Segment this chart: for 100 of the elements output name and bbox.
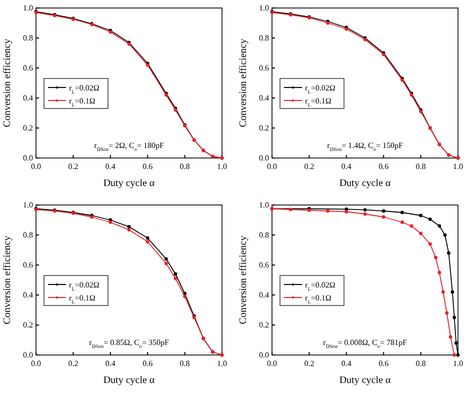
point (108, 220, 112, 224)
y-tick-label: 1.0 (23, 4, 33, 13)
point (434, 256, 438, 260)
x-tick-label: 0.4 (341, 162, 352, 171)
y-tick-label: 0.2 (23, 320, 33, 330)
y-axis-title: Conversion efficiency (238, 38, 249, 128)
point (438, 270, 442, 274)
x-tick-label: 0.0 (267, 162, 277, 171)
legend-label: r$_{L}$=0.1Ω (305, 96, 332, 108)
y-tick-label: 0.2 (23, 124, 33, 133)
legend-label: r$_{L}$=0.02Ω (69, 280, 100, 292)
y-tick-label: 0.6 (259, 260, 269, 270)
y-tick-label: 0.2 (259, 124, 269, 133)
y-axis-title: Conversion efficiency (238, 236, 249, 324)
point (363, 212, 367, 216)
y-tick-label: 0.8 (259, 34, 269, 43)
x-tick-label: 0.2 (304, 359, 314, 368)
y-tick-label: 0.4 (259, 94, 269, 103)
point (127, 225, 131, 228)
annotation: r$_{DSon}$= 2Ω, C$_{o}$= 180pF (94, 141, 164, 153)
x-tick-label: 0.4 (105, 162, 116, 171)
x-axis-title: Duty cycle α (103, 178, 156, 189)
y-tick-label: 0.0 (23, 350, 33, 360)
y-tick-label: 0.4 (23, 94, 33, 103)
point (400, 220, 404, 224)
point (382, 209, 386, 213)
x-tick-label: 0.0 (31, 162, 41, 171)
legend-label: r$_{L}$=0.1Ω (69, 294, 96, 306)
x-tick-label: 0.4 (105, 359, 116, 368)
annotation: r$_{DSon}$= 0.85Ω, C$_{o}$= 350pF (89, 338, 170, 350)
annotation: r$_{DSon}$= 1.4Ω, C$_{o}$= 150pF (327, 141, 404, 153)
point (183, 294, 186, 298)
x-tick-label: 0.6 (378, 359, 389, 368)
point (164, 262, 168, 266)
point (445, 311, 449, 315)
point (344, 210, 348, 214)
x-tick-label: 0.8 (416, 162, 426, 171)
x-tick-label: 0.0 (267, 359, 277, 368)
point (428, 242, 432, 246)
x-tick-label: 0.8 (416, 359, 426, 368)
y-tick-label: 1.0 (23, 200, 33, 210)
y-tick-label: 0.4 (23, 290, 33, 300)
point (164, 257, 168, 261)
x-tick-label: 0.0 (31, 359, 41, 368)
y-tick-label: 0.6 (259, 64, 269, 73)
point (174, 276, 178, 280)
legend-label: r$_{L}$=0.1Ω (69, 96, 96, 108)
point (419, 232, 422, 236)
annotation: r$_{DSon}$= 0.008Ω, C$_{o}$= 781pF (323, 338, 408, 350)
y-tick-label: 0.2 (259, 320, 269, 330)
y-tick-label: 0.6 (23, 64, 33, 73)
x-tick-label: 0.8 (180, 359, 190, 368)
point (410, 224, 414, 228)
y-tick-label: 0.0 (259, 154, 269, 163)
point (454, 341, 458, 345)
point (441, 290, 445, 294)
x-tick-label: 0.6 (378, 162, 389, 171)
point (452, 316, 456, 320)
point (428, 218, 432, 221)
y-tick-label: 0.8 (259, 230, 269, 240)
x-axis-title: Duty cycle α (339, 375, 392, 386)
x-tick-label: 0.6 (142, 359, 153, 368)
y-axis-title: Conversion efficiency (2, 38, 13, 128)
x-tick-label: 0.6 (142, 162, 153, 171)
x-tick-label: 1.0 (217, 359, 227, 368)
point (452, 353, 456, 357)
y-tick-label: 0.8 (23, 34, 33, 43)
x-tick-label: 1.0 (453, 359, 463, 368)
x-tick-label: 0.4 (341, 359, 352, 368)
point (174, 272, 178, 276)
point (400, 210, 404, 214)
x-tick-label: 0.2 (68, 162, 78, 171)
y-tick-label: 0.4 (259, 290, 269, 300)
point (443, 233, 447, 237)
point (447, 251, 450, 255)
y-tick-label: 0.8 (23, 230, 33, 240)
x-tick-label: 1.0 (217, 162, 227, 171)
x-tick-label: 1.0 (453, 162, 463, 171)
y-tick-label: 0.0 (23, 154, 33, 163)
x-axis-title: Duty cycle α (339, 178, 392, 189)
point (146, 240, 150, 244)
point (146, 236, 150, 240)
point (288, 208, 292, 212)
point (363, 208, 367, 212)
point (382, 215, 386, 219)
point (419, 214, 422, 218)
y-axis-title: Conversion efficiency (2, 236, 13, 324)
x-tick-label: 0.8 (180, 162, 190, 171)
point (438, 224, 442, 228)
point (448, 335, 452, 339)
legend-label: r$_{L}$=0.1Ω (305, 294, 332, 306)
y-tick-label: 1.0 (259, 4, 269, 13)
x-tick-label: 0.2 (68, 359, 78, 368)
x-axis-title: Duty cycle α (103, 375, 156, 386)
point (326, 209, 330, 213)
y-tick-label: 1.0 (259, 200, 269, 210)
point (127, 228, 131, 232)
y-tick-label: 0.0 (259, 350, 269, 360)
legend-label: r$_{L}$=0.02Ω (69, 84, 100, 96)
x-tick-label: 0.2 (304, 162, 314, 171)
